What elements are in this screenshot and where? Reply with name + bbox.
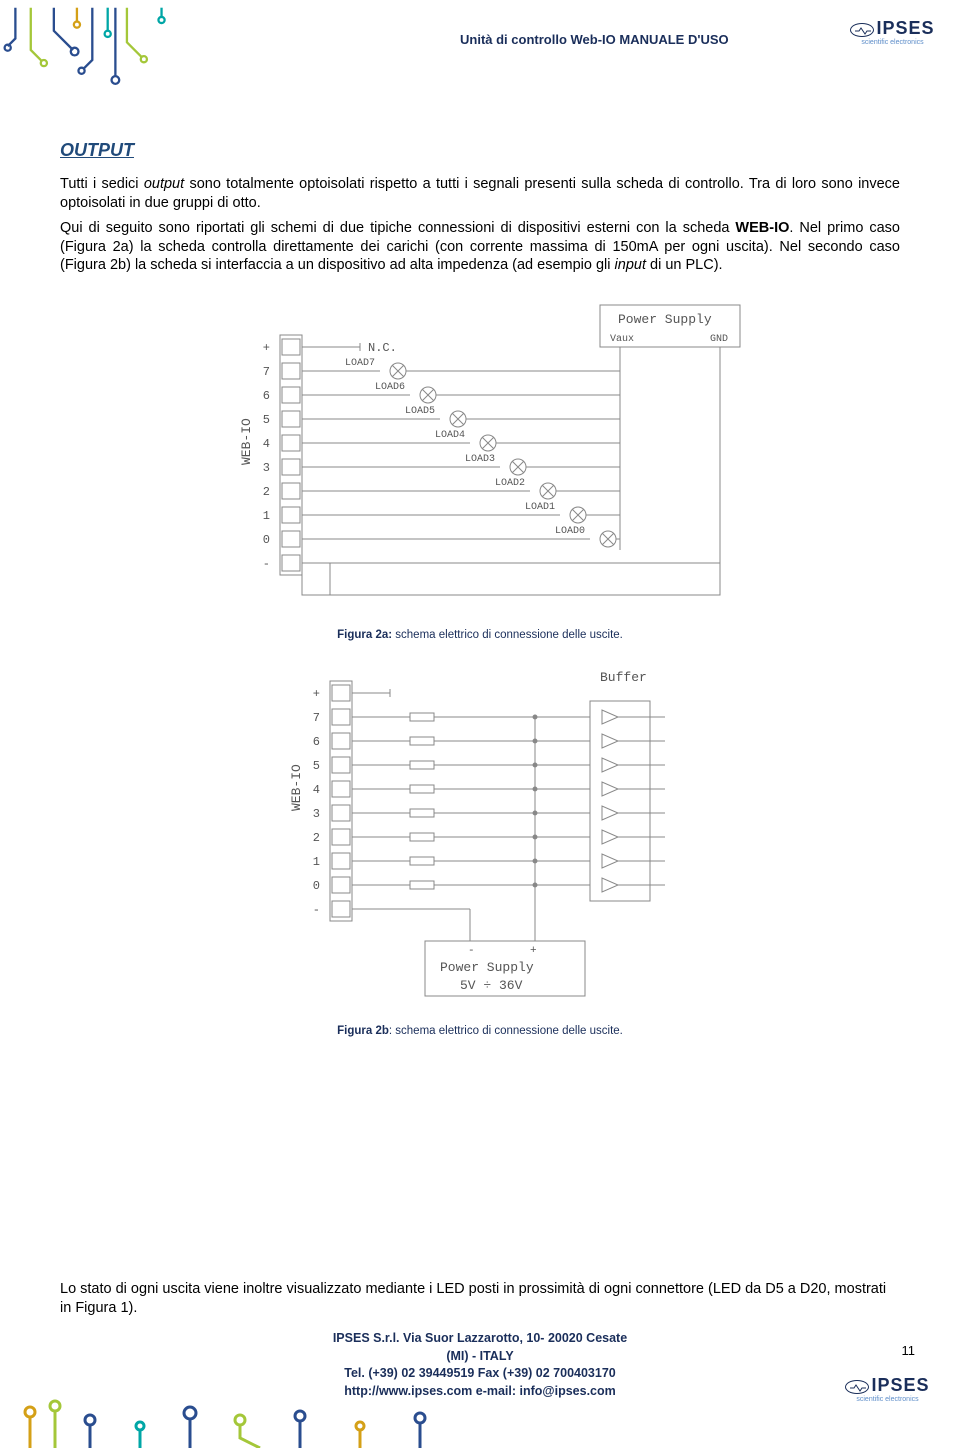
svg-text:1: 1 <box>263 509 270 523</box>
main-content: OUTPUT Tutti i sedici output sono totalm… <box>60 140 900 1047</box>
svg-text:+: + <box>263 341 270 355</box>
svg-text:5V ÷ 36V: 5V ÷ 36V <box>460 978 523 993</box>
svg-text:3: 3 <box>263 461 270 475</box>
svg-text:LOAD1: LOAD1 <box>525 502 555 513</box>
svg-text:Power Supply: Power Supply <box>440 960 534 975</box>
logo-text: IPSES <box>876 18 934 38</box>
svg-text:4: 4 <box>313 783 320 797</box>
schematic-2a: +7 6 5 4 3 2 1 0 - WEB-IO N.C. LOAD7 LOAD6 LOAD5 LO… <box>210 295 750 615</box>
svg-text:LOAD0: LOAD0 <box>555 526 585 537</box>
svg-text:+: + <box>530 945 537 957</box>
closing-paragraph: Lo stato di ogni uscita viene inoltre vi… <box>60 1280 900 1318</box>
svg-text:6: 6 <box>313 735 320 749</box>
svg-text:6: 6 <box>263 389 270 403</box>
svg-text:0: 0 <box>263 533 270 547</box>
svg-text:-: - <box>263 557 270 571</box>
svg-text:Vaux: Vaux <box>610 334 634 345</box>
figure-2a: +7 6 5 4 3 2 1 0 - WEB-IO N.C. LOAD7 LOAD6 LOAD5 LO… <box>60 295 900 641</box>
figure-2b-caption: Figura 2b: schema elettrico di connessio… <box>60 1025 900 1037</box>
figure-2a-caption: Figura 2a: schema elettrico di connessio… <box>60 629 900 641</box>
svg-text:LOAD5: LOAD5 <box>405 406 435 417</box>
document-header-title: Unità di controllo Web-IO MANUALE D'USO <box>460 32 729 47</box>
svg-text:+: + <box>313 687 320 701</box>
svg-text:LOAD3: LOAD3 <box>465 454 495 465</box>
svg-text:0: 0 <box>313 879 320 893</box>
schematic-2b: +7 6 5 4 3 2 1 0 - WEB-IO Buffer - + Power Suppl… <box>270 651 690 1011</box>
header-decoration <box>0 0 200 100</box>
svg-text:5: 5 <box>263 413 270 427</box>
footer-decoration <box>0 1398 480 1448</box>
svg-text:7: 7 <box>313 711 320 725</box>
svg-text:4: 4 <box>263 437 270 451</box>
svg-text:-: - <box>313 903 320 917</box>
svg-text:2: 2 <box>263 485 270 499</box>
svg-text:Power Supply: Power Supply <box>618 312 712 327</box>
svg-text:LOAD7: LOAD7 <box>345 358 375 369</box>
figure-2b: +7 6 5 4 3 2 1 0 - WEB-IO Buffer - + Power Suppl… <box>60 651 900 1037</box>
svg-text:3: 3 <box>313 807 320 821</box>
footer-text: IPSES S.r.l. Via Suor Lazzarotto, 10- 20… <box>320 1330 640 1400</box>
page-number: 11 <box>902 1343 916 1358</box>
svg-text:LOAD4: LOAD4 <box>435 430 465 441</box>
section-title: OUTPUT <box>60 140 900 161</box>
svg-text:1: 1 <box>313 855 320 869</box>
svg-text:WEB-IO: WEB-IO <box>289 764 304 811</box>
svg-text:LOAD6: LOAD6 <box>375 382 405 393</box>
svg-text:LOAD2: LOAD2 <box>495 478 525 489</box>
svg-text:2: 2 <box>313 831 320 845</box>
svg-text:N.C.: N.C. <box>368 341 397 355</box>
svg-text:-: - <box>468 945 475 957</box>
logo-subtitle: scientific electronics <box>845 39 940 46</box>
paragraph-2: Qui di seguito sono riportati gli schemi… <box>60 219 900 276</box>
logo-bottom: IPSES scientific electronics <box>840 1375 935 1403</box>
paragraph-1: Tutti i sedici output sono totalmente op… <box>60 175 900 213</box>
svg-text:Buffer: Buffer <box>600 670 647 685</box>
svg-text:7: 7 <box>263 365 270 379</box>
svg-text:GND: GND <box>710 334 728 345</box>
svg-text:WEB-IO: WEB-IO <box>239 418 254 465</box>
svg-text:5: 5 <box>313 759 320 773</box>
logo-top: IPSES scientific electronics <box>845 18 940 46</box>
